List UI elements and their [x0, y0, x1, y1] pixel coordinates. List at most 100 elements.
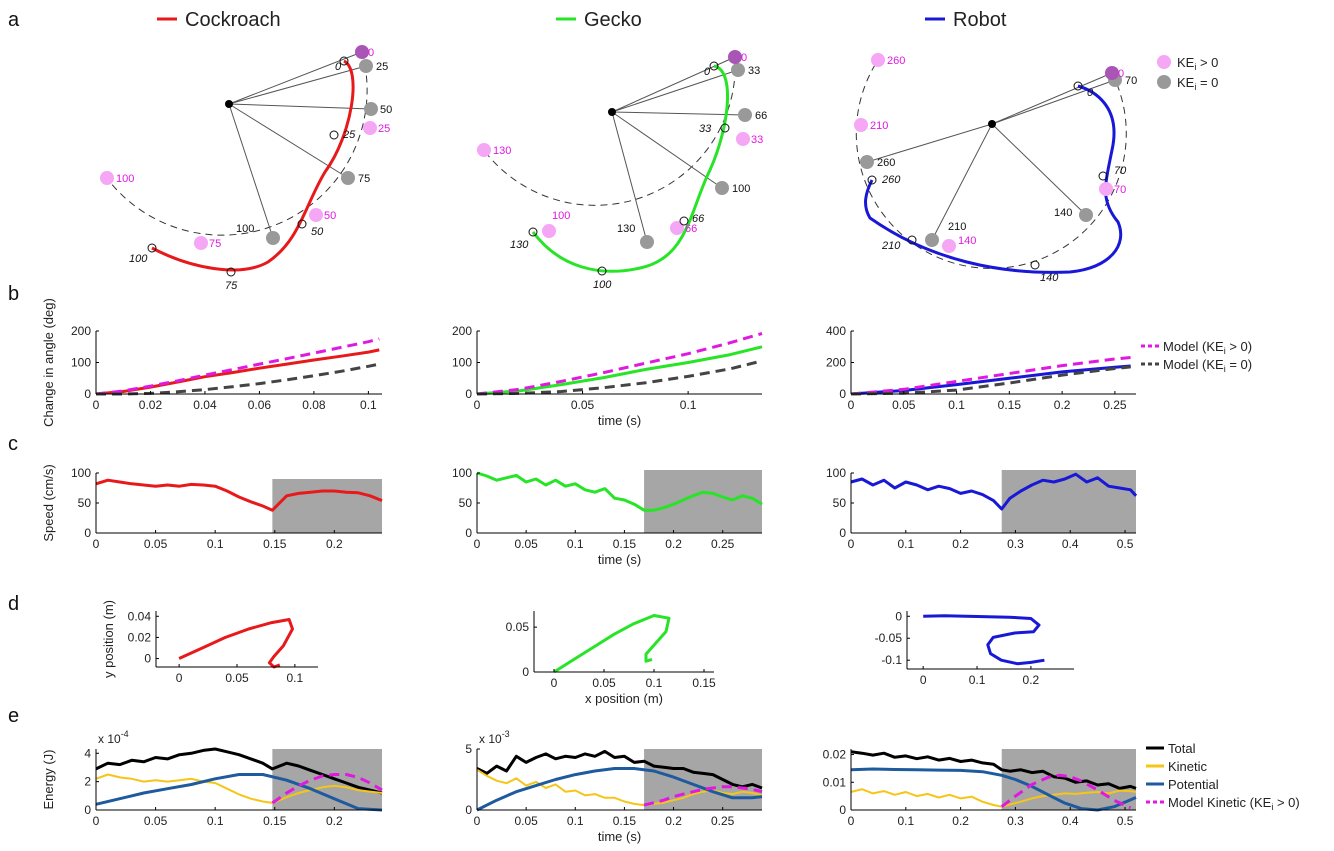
- y-tick-label: -0.1: [881, 653, 902, 667]
- leg-line: [611, 69, 739, 113]
- chart-c-robot: 0 0.1 0.2 0.3 0.4 0.5 0 50 100: [826, 466, 1138, 551]
- x-tick-label: 0.5: [1117, 537, 1134, 551]
- x-tick-label: 0.05: [514, 537, 538, 551]
- x-tick-label: 0.2: [1054, 398, 1071, 412]
- marker-ke-pos: [871, 53, 885, 67]
- marker-ke-zero: [738, 108, 752, 122]
- x-tick-label: 0: [93, 398, 100, 412]
- leg-line: [991, 72, 1113, 125]
- marker-ke-pos: [736, 132, 750, 146]
- series-line-model_ke_pos: [850, 356, 1131, 396]
- y-tick-label: 0.05: [506, 620, 530, 634]
- y-tick-label: 0: [84, 526, 91, 540]
- time-label: 33: [699, 123, 712, 135]
- ke-pos-label: 260: [887, 55, 905, 67]
- x-tick-label: 0.25: [1103, 398, 1127, 412]
- chart-c-gecko: 0 0.05 0.1 0.15 0.2 0.25 0 50 100 time (s): [452, 466, 763, 567]
- trajectory: [864, 84, 1123, 274]
- x-tick-label: 0.4: [1062, 814, 1079, 828]
- time-label: 0: [1087, 87, 1094, 99]
- y-axis-label: Speed (cm/s): [41, 464, 56, 541]
- legend-e: Total Kinetic Potential Model Kinetic (K…: [1146, 741, 1300, 812]
- leg-line: [228, 103, 372, 110]
- ke-zero-label: 50: [380, 104, 392, 116]
- leg-line: [611, 111, 723, 189]
- legend-label-model-kinetic: Model Kinetic (KEi > 0): [1168, 795, 1300, 812]
- pivot-point: [988, 120, 996, 128]
- legend-label-model-ke-zero: Model (KEi = 0): [1163, 357, 1252, 374]
- trajectory-marker: [1073, 81, 1083, 91]
- ke-zero-label: 66: [755, 110, 767, 122]
- marker-ke-zero: [860, 155, 874, 169]
- time-label: 260: [881, 174, 901, 186]
- trajectory-marker: [147, 243, 157, 253]
- ke-pos-label: 66: [685, 223, 697, 235]
- chart-b-gecko: 0 0.05 0.1 0 100 200 time (s): [452, 324, 763, 428]
- title-gecko: Gecko: [584, 9, 642, 31]
- x-tick-label: 0.05: [571, 398, 595, 412]
- x-tick-label: 0.06: [248, 398, 272, 412]
- schematic-gecko: 0 33 66 100 130 33 66 100 130 0 33 66 10…: [477, 50, 767, 291]
- trajectory-marker: [679, 216, 689, 226]
- marker-ke-pos: [942, 239, 956, 253]
- time-label: 66: [692, 213, 705, 225]
- marker-ke-zero: [715, 181, 729, 195]
- chart-e-robot: 0 0.1 0.2 0.3 0.4 0.5 0 0.01 0.02: [823, 748, 1137, 828]
- series-line-kinetic: [95, 773, 383, 804]
- ke-zero-label: 33: [748, 65, 760, 77]
- time-label: 140: [1040, 272, 1059, 284]
- series-line-data: [178, 618, 294, 669]
- chart-e-gecko: 0 0.05 0.1 0.15 0.2 0.25 0 5 x 10-3 time (s): [465, 729, 763, 844]
- x-tick-label: 0.2: [952, 814, 969, 828]
- x-axis-label: time (s): [598, 413, 641, 428]
- x-tick-label: 0: [848, 537, 855, 551]
- x-tick-label: 0: [848, 398, 855, 412]
- series-line-potential: [476, 767, 763, 812]
- y-tick-label: 100: [826, 466, 846, 480]
- x-tick-label: 0: [474, 398, 481, 412]
- schematic-cockroach: 0 25 50 75 100 25 50 75 100 0 25 50 75 1…: [100, 45, 392, 292]
- x-tick-label: 0.2: [952, 537, 969, 551]
- y-tick-label: 0: [895, 609, 902, 623]
- legend-label-ke-pos: KEi > 0: [1177, 55, 1218, 72]
- trajectory: [151, 59, 355, 272]
- series-line-total: [850, 750, 1137, 790]
- x-tick-label: 0.2: [665, 537, 682, 551]
- legend-label-ke-zero: KEi = 0: [1177, 75, 1218, 92]
- y-tick-label: 0: [465, 387, 472, 401]
- x-tick-label: 0: [474, 537, 481, 551]
- y-tick-label: 5: [465, 742, 472, 756]
- marker-ke-zero: [364, 102, 378, 116]
- y-tick-label: 200: [71, 324, 91, 338]
- shaded-region: [272, 479, 382, 533]
- ke-pos-label: 100: [552, 210, 570, 222]
- panel-letter-a: a: [8, 9, 20, 31]
- legend-label-kinetic: Kinetic: [1168, 759, 1208, 774]
- trajectory-marker: [1098, 171, 1108, 181]
- ke-zero-label: 130: [617, 223, 635, 235]
- dashed-arc: [482, 56, 736, 206]
- time-label: 100: [593, 279, 612, 291]
- leg-line: [866, 123, 993, 163]
- marker-ke-zero: [731, 63, 745, 77]
- trajectory-marker: [297, 219, 307, 229]
- series-line-model_ke_pos: [1000, 773, 1132, 810]
- marker-ke-pos: [670, 221, 684, 235]
- y-tick-label: 0.04: [128, 609, 152, 623]
- x-tick-label: 0.15: [613, 814, 637, 828]
- x-tick-label: 0.25: [711, 814, 735, 828]
- schematic-robot: 0 70 140 210 260 70 140 210 260 0 70 140…: [854, 53, 1137, 284]
- x-tick-label: 0.2: [1023, 673, 1040, 687]
- marker-ke-pos: [309, 208, 323, 222]
- trajectory-marker: [907, 235, 917, 245]
- axis-exponent: x 10-4: [98, 729, 129, 746]
- pivot-point: [608, 108, 616, 116]
- leg-line: [228, 51, 363, 105]
- x-tick-label: 0.05: [144, 814, 168, 828]
- leg-line: [931, 123, 993, 241]
- leg-line: [228, 65, 367, 105]
- time-label: 70: [1114, 165, 1127, 177]
- y-axis-label: y position (m): [101, 600, 116, 678]
- y-tick-label: 0: [522, 665, 529, 679]
- ke-zero-label: 140: [1054, 207, 1072, 219]
